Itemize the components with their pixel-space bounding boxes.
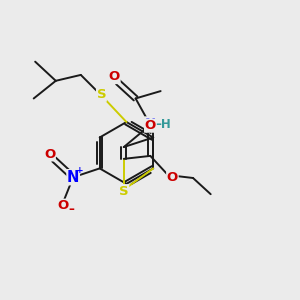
Text: –H: –H	[156, 118, 171, 131]
Text: –: –	[68, 203, 74, 216]
Text: O: O	[167, 172, 178, 184]
Text: O: O	[44, 148, 55, 161]
Text: O: O	[57, 199, 68, 212]
Text: +: +	[76, 166, 83, 175]
Text: S: S	[97, 88, 106, 101]
Text: O: O	[145, 119, 156, 132]
Text: S: S	[119, 185, 129, 198]
Text: O: O	[109, 70, 120, 83]
Text: N: N	[67, 170, 80, 185]
Text: N: N	[145, 117, 156, 130]
